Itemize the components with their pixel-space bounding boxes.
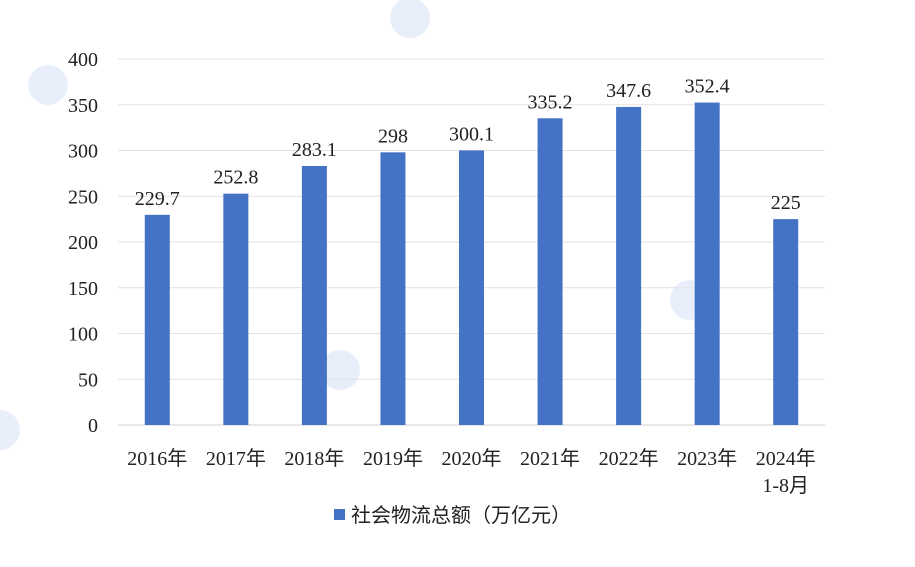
watermark-logo-icon — [28, 65, 68, 105]
y-tick-label: 400 — [68, 49, 98, 71]
bar — [144, 214, 170, 425]
y-tick-label: 50 — [78, 369, 98, 391]
x-tick-label: 2024年 — [756, 447, 816, 470]
bar — [459, 150, 484, 425]
watermark-logo-icon — [0, 410, 20, 450]
x-tick-label: 2016年 — [127, 447, 187, 470]
data-label: 300.1 — [449, 123, 494, 145]
data-label: 352.4 — [685, 76, 730, 98]
x-tick-label: 2022年 — [599, 447, 659, 470]
watermark-logo-icon — [390, 0, 430, 38]
legend-swatch — [334, 509, 345, 520]
y-tick-label: 100 — [68, 324, 98, 346]
data-label: 347.6 — [606, 80, 651, 102]
x-tick-label: 2021年 — [520, 447, 580, 470]
x-tick-label: 2023年 — [677, 447, 737, 470]
bar — [616, 106, 642, 426]
x-tick-label: 2018年 — [284, 447, 344, 470]
x-tick-label: 1-8月 — [762, 475, 809, 497]
bar — [773, 219, 799, 425]
y-tick-label: 300 — [68, 141, 98, 163]
y-tick-label: 350 — [68, 95, 98, 117]
bar — [694, 102, 720, 425]
data-label: 283.1 — [292, 139, 337, 161]
x-tick-label: 2019年 — [363, 447, 423, 470]
bar — [301, 165, 327, 425]
y-tick-label: 150 — [68, 278, 98, 300]
data-label: 335.2 — [528, 91, 573, 113]
data-label: 252.8 — [213, 167, 258, 189]
y-tick-label: 0 — [88, 415, 98, 437]
watermark-logo-icon — [320, 350, 360, 390]
data-label: 229.7 — [135, 188, 180, 210]
x-tick-label: 2017年 — [206, 447, 266, 470]
x-tick-label: 2020年 — [442, 447, 502, 470]
bar — [537, 118, 563, 426]
legend-label: 社会物流总额（万亿元） — [351, 504, 571, 527]
data-label: 298 — [378, 125, 408, 147]
bar — [380, 152, 406, 425]
data-label: 225 — [771, 192, 801, 214]
bar — [223, 193, 249, 425]
y-tick-label: 200 — [68, 232, 98, 254]
y-tick-label: 250 — [68, 186, 98, 208]
